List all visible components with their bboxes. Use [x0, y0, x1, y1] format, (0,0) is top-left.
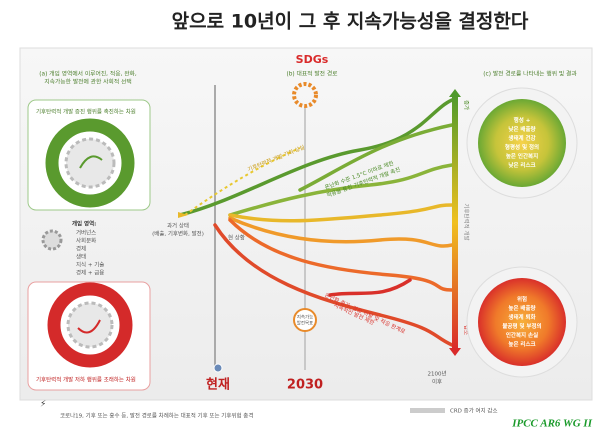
arena: 사회문화 [76, 237, 96, 245]
panel-a-heading: (a) 개입 영역에서 이루어진, 적응, 완화, [39, 70, 137, 78]
constraining-text: 기후탄력적 개발 저하 행위를 초래하는 차원 [36, 376, 136, 384]
enabling-wheel [45, 118, 135, 208]
2030-label: 2030 [287, 378, 323, 393]
shock-text: 코로나19, 기후 또는 홍수 등, 발전 경로를 차례하는 대표적 기후 또는… [60, 412, 253, 420]
arena: 경제 [76, 245, 86, 253]
axis-arrow [449, 348, 461, 356]
sdg-badge [293, 308, 317, 332]
gear [64, 137, 116, 189]
outcome: 형평성 및 정의 [505, 143, 539, 151]
outcome: 인간복지 손실 [506, 331, 538, 339]
crd-swatch [410, 408, 445, 413]
constraining-wheel [47, 282, 133, 368]
axis-arrow [449, 89, 461, 97]
axis-high: 증가 [463, 100, 471, 110]
outcome: 높은 리스크 [508, 340, 535, 348]
sdg-wheel [292, 82, 318, 108]
gear-arrow [77, 319, 101, 334]
gear [66, 301, 114, 349]
outcome: 낮은 리스크 [508, 161, 535, 169]
gear-arrow [79, 155, 103, 169]
start-arrow [178, 212, 188, 218]
arena: 지식 + 기술 [76, 261, 104, 269]
sdgs-label: SDGs [296, 53, 329, 66]
sdg-badge-text: 발전목표 [297, 320, 314, 327]
bad-circle [478, 278, 566, 366]
arena-gear [41, 229, 63, 251]
outcome: 높은 배출량 [508, 304, 535, 312]
outcome: 생태계 퇴화 [508, 313, 535, 321]
sdg-badge-text: 지속가능 [297, 314, 314, 321]
outcome: 불공평 및 부정의 [502, 322, 541, 330]
shock-icon: ⚡ [40, 400, 46, 410]
arena: 생태 [76, 253, 86, 261]
outcome: 행성 + [514, 116, 531, 124]
outcome: 위험 [517, 295, 527, 303]
panel-b-heading: (b) 대표적 발전 경로 [286, 70, 338, 78]
outcome: 높은 인간복지 [506, 152, 538, 160]
panel-a-heading: 지속가능한 발전에 관한 사회적 선택 [44, 78, 131, 86]
lost-path [184, 147, 301, 216]
end-label: 이후 [432, 378, 442, 386]
axis-low: 감소 [463, 325, 470, 335]
past-state: (배출, 기후변화, 발전) [152, 230, 204, 238]
title: 앞으로 10년이 그 후 지속가능성을 결정한다 [172, 11, 529, 33]
panel-c-heading: (c) 발전 경로를 나타내는 행위 및 결과 [483, 70, 577, 78]
pathways [178, 98, 454, 347]
arena: 경제 + 금융 [76, 269, 104, 277]
arena: 거버넌스 [76, 229, 96, 237]
good-circle [478, 99, 566, 187]
past-state: 과거 상태 [167, 222, 189, 230]
outcome: 낮은 배출량 [508, 125, 535, 133]
crd-axis [452, 95, 458, 350]
outcome: 생태계 건강 [508, 134, 535, 142]
source: IPCC AR6 WG II [511, 418, 592, 430]
crd-text: CRD 증가 여지 감소 [450, 407, 498, 415]
axis-title: 기후탄력적 개발 [463, 203, 471, 240]
end-label: 2100년 [427, 370, 446, 378]
enabling-text: 기후탄력적 개발 증진 행위를 촉진하는 차원 [36, 108, 136, 116]
current-state: 현 상황 [228, 234, 245, 242]
now-label: 현재 [206, 377, 230, 393]
arenas-title: 개입 영역: [72, 220, 96, 228]
now-dot [213, 363, 223, 373]
